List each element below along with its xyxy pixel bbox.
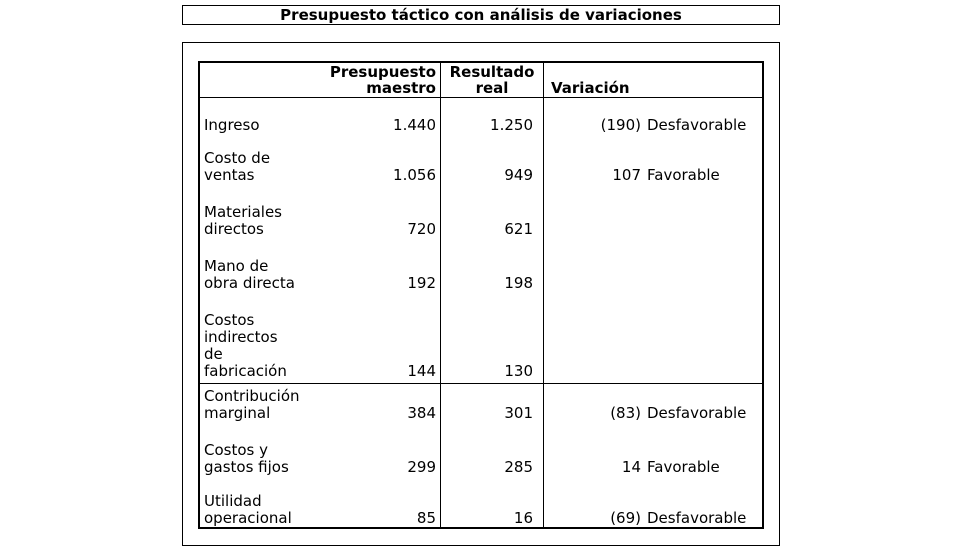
row-label: Costos y gastos fijos: [204, 441, 289, 476]
presupuesto-value: 1.056: [393, 166, 436, 184]
cell-variacion: (83) Desfavorable: [543, 405, 762, 422]
cell-variacion: 14 Favorable: [543, 459, 762, 476]
row-label: Mano de obra directa: [204, 257, 295, 292]
column-divider-2: [543, 63, 544, 527]
table-row-costo-de-ventas: Costo de ventas 1.056 949 107 Favorable: [200, 150, 762, 184]
row-label: Costo de ventas: [204, 149, 271, 184]
variacion-tipo: Desfavorable: [647, 116, 747, 134]
real-value: 1.250: [490, 116, 533, 134]
table-header-row: Presupuesto maestro Resultado real Varia…: [200, 63, 762, 98]
real-value: 16: [513, 509, 533, 527]
cell-label-presupuesto: Materiales directos 720: [200, 204, 441, 238]
presupuesto-value: 85: [416, 509, 436, 527]
cell-label-presupuesto: Costos indirectos de fabricación 144: [200, 312, 441, 380]
presupuesto-value: 720: [407, 220, 436, 238]
variacion-value: (190): [600, 116, 641, 134]
cell-label-presupuesto: Costos y gastos fijos 299: [200, 442, 441, 476]
variacion-value: (83): [610, 404, 641, 422]
cell-label-presupuesto: Ingreso 1.440: [200, 117, 441, 134]
table-row-contribucion-marginal: Contribución marginal 384 301 (83) Desfa…: [200, 388, 762, 422]
presupuesto-value: 192: [407, 274, 436, 292]
header-variacion: Variación: [551, 79, 630, 97]
real-value: 949: [504, 166, 533, 184]
variacion-value: 14: [621, 458, 641, 476]
row-label: Contribución marginal: [204, 387, 300, 422]
cell-variacion: (190) Desfavorable: [543, 117, 762, 134]
page-title: Presupuesto táctico con análisis de vari…: [280, 6, 682, 24]
cell-label-presupuesto: Utilidad operacional 85: [200, 493, 441, 527]
cell-label-presupuesto: Contribución marginal 384: [200, 388, 441, 422]
row-label: Utilidad operacional: [204, 492, 292, 527]
table-row-mano-de-obra-directa: Mano de obra directa 192 198: [200, 258, 762, 292]
table-section-operating: Ingreso 1.440 1.250 (190) Desfavorable C…: [200, 117, 762, 384]
table-row-costos-gastos-fijos: Costos y gastos fijos 299 285 14 Favorab…: [200, 442, 762, 476]
content-frame: Presupuesto maestro Resultado real Varia…: [182, 42, 780, 546]
cell-label-presupuesto: Costo de ventas 1.056: [200, 150, 441, 184]
table-section-totals: Contribución marginal 384 301 (83) Desfa…: [200, 388, 762, 527]
table-row-materiales-directos: Materiales directos 720 621: [200, 204, 762, 238]
real-value: 198: [504, 274, 533, 292]
row-label: Ingreso: [204, 116, 260, 134]
header-presupuesto-maestro: Presupuesto maestro: [329, 63, 436, 97]
header-resultado-real: Resultado real: [449, 63, 535, 97]
variacion-value: (69): [610, 509, 641, 527]
presupuesto-value: 384: [407, 404, 436, 422]
column-divider-1: [440, 63, 441, 527]
presupuesto-value: 144: [407, 362, 436, 380]
table-row-costos-indirectos-fabricacion: Costos indirectos de fabricación 144 130: [200, 312, 762, 380]
budget-variance-table: Presupuesto maestro Resultado real Varia…: [198, 61, 764, 529]
variacion-tipo: Desfavorable: [647, 404, 747, 422]
header-variacion-cell: Variación: [543, 63, 762, 97]
variacion-value: 107: [612, 166, 641, 184]
cell-variacion: (69) Desfavorable: [543, 510, 762, 527]
real-value: 301: [504, 404, 533, 422]
real-value: 130: [504, 362, 533, 380]
variacion-tipo: Desfavorable: [647, 509, 747, 527]
presupuesto-value: 299: [407, 458, 436, 476]
cell-label-presupuesto: Mano de obra directa 192: [200, 258, 441, 292]
real-value: 621: [504, 220, 533, 238]
table-row-utilidad-operacional: Utilidad operacional 85 16 (69) Desfavor…: [200, 493, 762, 527]
table-row-ingreso: Ingreso 1.440 1.250 (190) Desfavorable: [200, 117, 762, 134]
variacion-tipo: Favorable: [647, 458, 720, 476]
row-label: Materiales directos: [204, 203, 282, 238]
row-label: Costos indirectos de fabricación: [204, 311, 287, 380]
cell-variacion: 107 Favorable: [543, 167, 762, 184]
presupuesto-value: 1.440: [393, 116, 436, 134]
title-box: Presupuesto táctico con análisis de vari…: [182, 5, 780, 25]
variacion-tipo: Favorable: [647, 166, 720, 184]
real-value: 285: [504, 458, 533, 476]
